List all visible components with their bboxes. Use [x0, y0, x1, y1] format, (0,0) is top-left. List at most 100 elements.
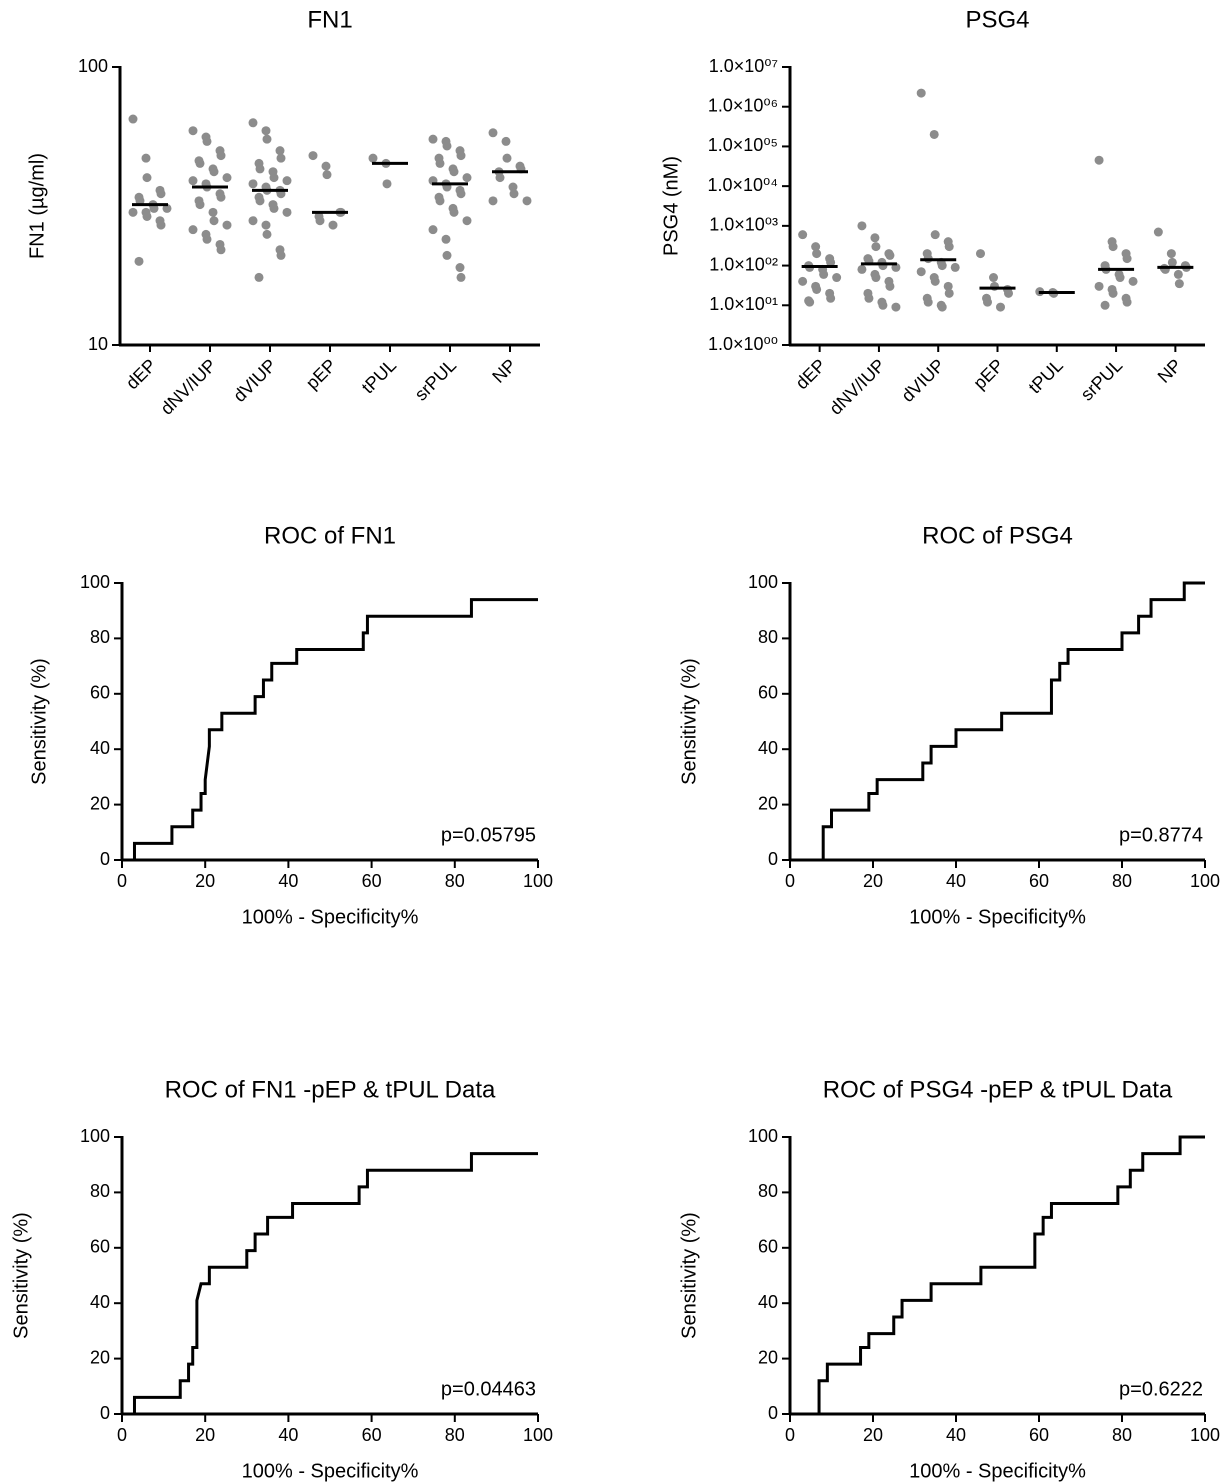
data-point	[162, 203, 172, 213]
data-point	[1173, 269, 1183, 279]
annotation: p=0.6222	[1119, 1378, 1203, 1400]
data-point	[871, 273, 881, 283]
data-point	[930, 230, 940, 240]
data-point	[441, 234, 451, 244]
annotation: p=0.05795	[441, 824, 536, 846]
data-point	[1100, 300, 1110, 310]
data-point	[282, 176, 292, 186]
x-tick-label: 80	[1112, 1425, 1132, 1445]
data-point	[885, 281, 895, 291]
x-tick-label: 0	[785, 1425, 795, 1445]
y-tick-label: 100	[748, 572, 778, 592]
data-point	[368, 153, 378, 163]
data-point	[826, 293, 836, 303]
data-point	[188, 176, 198, 186]
data-point	[502, 153, 512, 163]
data-point	[216, 151, 226, 161]
data-point	[1122, 254, 1132, 264]
data-point	[1122, 297, 1132, 307]
x-axis-label: 100% - Specificity%	[242, 906, 419, 928]
x-tick-label: srPUL	[411, 355, 461, 405]
x-tick-label: dVIUP	[229, 355, 280, 406]
y-tick-label: 40	[758, 738, 778, 758]
data-point	[857, 221, 867, 231]
x-tick-label: dVIUP	[897, 355, 948, 406]
y-axis-label: Sensitivity (%)	[678, 1212, 700, 1339]
y-tick-label: 1.0×10⁰³	[709, 215, 778, 235]
x-tick-label: 20	[863, 871, 883, 891]
data-point	[1153, 227, 1163, 237]
chart-title: ROC of PSG4	[922, 522, 1073, 549]
x-tick-label: 0	[785, 871, 795, 891]
x-tick-label: NP	[488, 355, 520, 387]
data-point	[857, 264, 867, 274]
data-point	[870, 233, 880, 243]
data-point	[255, 164, 265, 174]
y-axis-label: FN1 (µg/ml)	[26, 153, 48, 259]
y-tick-label: 1.0×10⁰⁶	[708, 95, 778, 115]
x-tick-label: 20	[863, 1425, 883, 1445]
data-point	[798, 230, 808, 240]
roc-curve	[817, 1135, 1205, 1414]
data-point	[428, 134, 438, 144]
y-tick-label: 40	[90, 738, 110, 758]
data-point	[950, 262, 960, 272]
y-tick-label: 20	[758, 793, 778, 813]
data-point	[832, 273, 842, 283]
data-point	[989, 273, 998, 283]
y-tick-label: 1.0×10⁰⁷	[709, 56, 778, 76]
x-tick-label: 40	[278, 871, 298, 891]
data-point	[216, 192, 226, 202]
data-point	[885, 250, 895, 260]
data-point	[209, 216, 219, 226]
data-point	[321, 161, 331, 171]
x-tick-label: 60	[362, 1425, 382, 1445]
data-point	[937, 302, 947, 312]
data-point	[944, 242, 954, 252]
x-tick-label: tPUL	[1025, 355, 1067, 397]
data-point	[442, 141, 452, 151]
data-point	[188, 126, 198, 136]
data-point	[871, 242, 881, 252]
data-point	[983, 297, 992, 307]
x-tick-label: srPUL	[1077, 355, 1127, 405]
annotation: p=0.8774	[1119, 824, 1203, 846]
chart-title: ROC of PSG4 -pEP & tPUL Data	[823, 1076, 1173, 1103]
data-point	[442, 250, 452, 260]
data-point	[495, 173, 505, 183]
y-axis-label: PSG4 (nM)	[660, 156, 682, 256]
data-point	[262, 134, 272, 144]
data-point	[202, 234, 212, 244]
y-tick-label: 100	[748, 1126, 778, 1146]
data-point	[916, 267, 926, 277]
data-point	[811, 242, 821, 252]
x-tick-label: 60	[1029, 871, 1049, 891]
chart-title: PSG4	[965, 6, 1029, 33]
x-tick-label: 100	[1190, 1425, 1220, 1445]
data-point	[805, 297, 815, 307]
y-tick-label: 100	[78, 56, 108, 76]
data-point	[923, 297, 933, 307]
y-tick-label: 20	[90, 1347, 110, 1367]
data-point	[428, 225, 438, 235]
x-tick-label: pEP	[969, 355, 1007, 393]
x-tick-label: 40	[946, 1425, 966, 1445]
data-point	[149, 203, 159, 213]
data-point	[501, 136, 511, 146]
data-point	[435, 158, 445, 168]
data-point	[275, 146, 285, 156]
data-point	[864, 293, 874, 303]
data-point	[315, 216, 325, 226]
y-tick-label: 80	[758, 1181, 778, 1201]
roc-curve	[132, 1152, 538, 1414]
data-point	[282, 207, 292, 217]
data-point	[930, 276, 940, 286]
data-point	[1166, 249, 1176, 259]
x-tick-label: dNV/IUP	[157, 355, 221, 419]
data-point	[276, 250, 286, 260]
data-point	[456, 272, 466, 282]
data-point	[976, 249, 985, 259]
data-point	[449, 167, 459, 177]
data-point	[943, 281, 953, 291]
